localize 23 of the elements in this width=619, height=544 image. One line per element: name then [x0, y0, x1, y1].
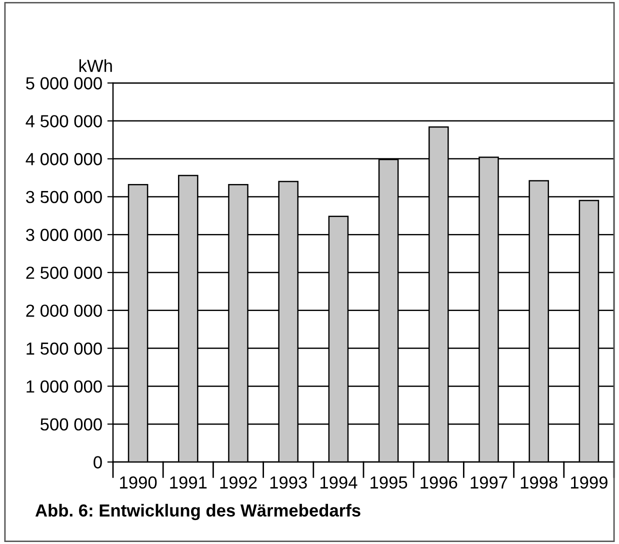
y-tick-label: 2 500 000 [26, 266, 102, 279]
y-tick-label: 4 500 000 [26, 115, 102, 128]
y-tick-label: 2 000 000 [26, 304, 102, 317]
y-tick-label: 0 [94, 456, 102, 468]
x-tick-label: 1993 [270, 476, 307, 489]
y-tick-label: 5 000 000 [26, 77, 102, 90]
x-tick-label: 1997 [470, 476, 508, 489]
x-tick-label: 1996 [420, 476, 458, 489]
y-tick-label: 1 000 000 [26, 380, 102, 393]
caption: Abb. 6: Entwicklung des Wärmebedarfs [35, 504, 360, 520]
x-tick-label: 1994 [320, 476, 358, 489]
x-tick-label: 1998 [520, 476, 558, 489]
x-tick-label: 1991 [170, 476, 207, 489]
y-tick-label: 4 000 000 [26, 152, 102, 166]
y-tick-label: 1 500 000 [26, 342, 102, 355]
y-tick-label: 3 000 000 [26, 228, 102, 242]
y-tick-label: 500 000 [40, 418, 102, 431]
y-axis-title: kWh [79, 59, 112, 72]
x-tick-label: 1995 [370, 476, 408, 489]
x-tick-label: 1992 [220, 476, 257, 489]
x-tick-label: 1990 [120, 476, 157, 489]
x-tick-label: 1999 [570, 476, 608, 489]
y-tick-label: 3 500 000 [26, 190, 102, 204]
